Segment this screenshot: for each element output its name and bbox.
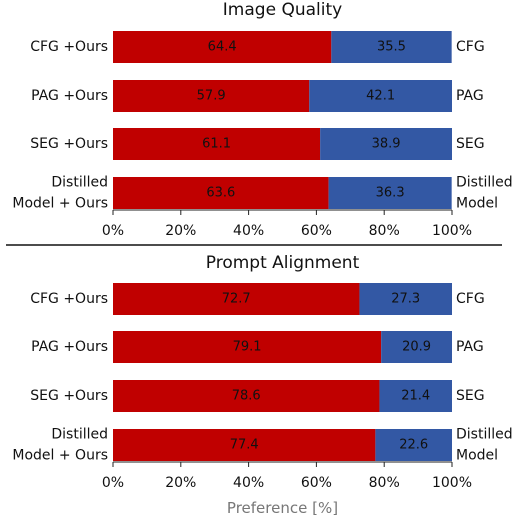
x-tick-label-6: 100% (432, 475, 472, 491)
left-category-label-1: CFG +Ours (30, 39, 108, 55)
left-category-label-4-line-2: Model + Ours (12, 448, 108, 464)
panel-title: Prompt Alignment (206, 253, 360, 273)
ours-bar-3 (113, 128, 321, 160)
ours-value-label-1: 64.4 (208, 40, 237, 55)
right-category-label-4-line-2: Model (456, 448, 498, 464)
panel-title: Image Quality (223, 0, 342, 20)
right-category-label-1: CFG (456, 291, 485, 307)
right-category-label-2: PAG (456, 88, 484, 104)
baseline-value-label-3: 38.9 (372, 137, 401, 152)
baseline-value-label-2: 20.9 (402, 340, 431, 355)
x-axis-label: Preference [%] (227, 499, 338, 517)
baseline-bar-1 (331, 31, 452, 63)
ours-bar-4 (113, 177, 329, 209)
x-tick-label-5: 80% (369, 223, 400, 239)
ours-bar-4 (113, 429, 376, 461)
ours-bar-1 (113, 31, 332, 63)
baseline-bar-4 (328, 177, 452, 209)
right-category-label-2: PAG (456, 339, 484, 355)
baseline-value-label-4: 36.3 (376, 186, 405, 201)
left-category-label-3: SEG +Ours (30, 388, 108, 404)
right-category-label-3: SEG (456, 388, 485, 404)
right-category-label-3: SEG (456, 136, 485, 152)
ours-bar-1 (113, 283, 360, 315)
left-category-label-4-line-2: Model + Ours (12, 196, 108, 212)
baseline-bar-2 (381, 331, 452, 363)
x-tick-label-6: 100% (432, 223, 472, 239)
baseline-value-label-3: 21.4 (401, 389, 430, 404)
baseline-bar-3 (379, 380, 452, 412)
x-tick-label-2: 20% (165, 475, 196, 491)
ours-bar-2 (113, 331, 382, 363)
baseline-value-label-1: 35.5 (377, 40, 406, 55)
x-tick-label-5: 80% (369, 475, 400, 491)
left-category-label-2: PAG +Ours (31, 339, 108, 355)
baseline-bar-4 (375, 429, 452, 461)
x-tick-label-3: 40% (233, 475, 264, 491)
baseline-bar-1 (359, 283, 452, 315)
x-tick-label-4: 60% (301, 223, 332, 239)
left-category-label-4-line-1: Distilled (51, 175, 108, 191)
ours-value-label-4: 63.6 (206, 186, 235, 201)
right-category-label-4-line-2: Model (456, 196, 498, 212)
left-category-label-4-line-1: Distilled (51, 427, 108, 443)
x-tick-label-4: 60% (301, 475, 332, 491)
right-category-label-4-line-1: Distilled (456, 427, 513, 443)
ours-value-label-4: 77.4 (230, 438, 259, 453)
ours-value-label-3: 78.6 (232, 389, 261, 404)
ours-value-label-1: 72.7 (222, 292, 251, 307)
ours-value-label-3: 61.1 (202, 137, 231, 152)
prompt-alignment-panel: Prompt Alignment 72.7 27.3 CFG +Ours CFG 79.1… (12, 253, 512, 517)
baseline-value-label-1: 27.3 (391, 292, 420, 307)
ours-value-label-2: 79.1 (233, 340, 262, 355)
ours-bar-2 (113, 80, 310, 112)
baseline-bar-2 (309, 80, 452, 112)
x-tick-label-2: 20% (165, 223, 196, 239)
x-tick-label-1: 0% (102, 223, 124, 239)
right-category-label-1: CFG (456, 39, 485, 55)
ours-value-label-2: 57.9 (197, 89, 226, 104)
baseline-bar-3 (320, 128, 452, 160)
image-quality-panel: Image Quality 64.4 35.5 CFG +Ours CFG 57.9 42.… (12, 0, 512, 239)
left-category-label-2: PAG +Ours (31, 88, 108, 104)
x-tick-label-3: 40% (233, 223, 264, 239)
right-category-label-4-line-1: Distilled (456, 175, 513, 191)
baseline-value-label-2: 42.1 (366, 89, 395, 104)
ours-bar-3 (113, 380, 380, 412)
baseline-value-label-4: 22.6 (399, 438, 428, 453)
x-tick-label-1: 0% (102, 475, 124, 491)
left-category-label-3: SEG +Ours (30, 136, 108, 152)
left-category-label-1: CFG +Ours (30, 291, 108, 307)
